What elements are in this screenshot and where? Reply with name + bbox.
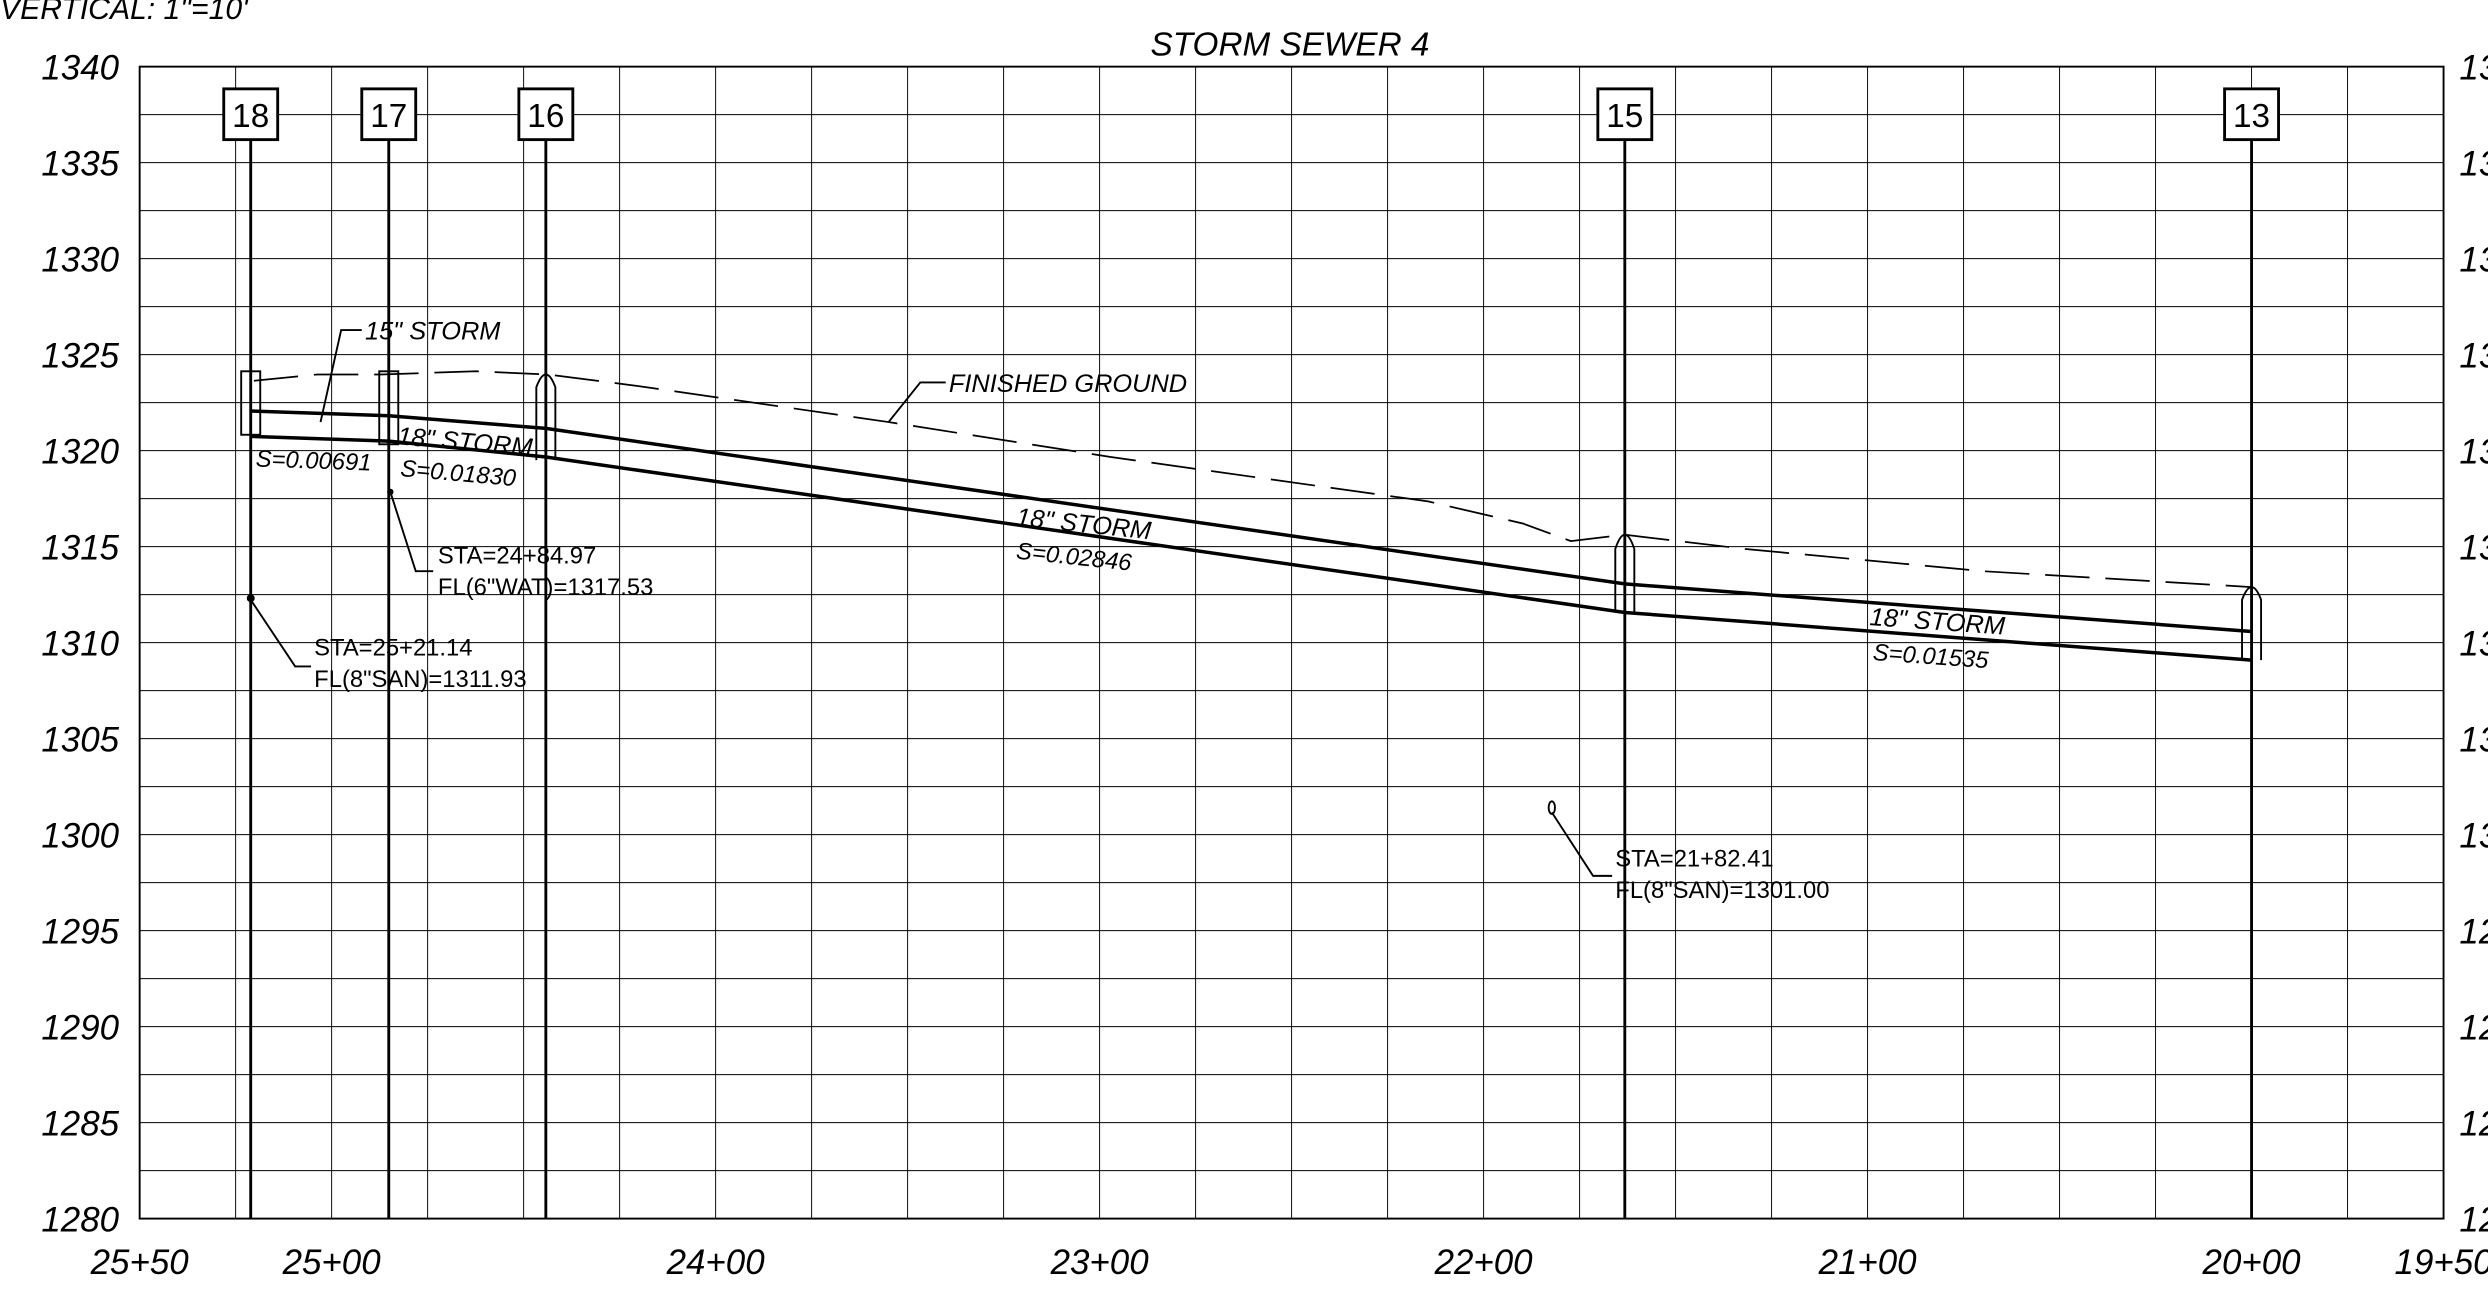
manhole — [378, 370, 400, 446]
leader — [389, 491, 434, 573]
annotation: FINISHED GROUND — [949, 370, 1187, 398]
leader — [1551, 811, 1613, 877]
y-axis-label-right: 1280 — [2459, 1200, 2488, 1239]
title: STORM SEWER 4 — [1151, 27, 1430, 64]
x-axis-label: 21+00 — [1818, 1243, 1918, 1282]
leader — [319, 329, 362, 423]
y-axis-label: 1290 — [41, 1008, 119, 1047]
pipe-crown — [250, 409, 2252, 634]
structure-label: 16 — [527, 98, 564, 135]
y-axis-label: 1335 — [41, 144, 119, 183]
y-axis-label: 1285 — [41, 1104, 119, 1143]
annotation: S=0.00691 — [255, 446, 372, 477]
structure-box — [360, 87, 418, 142]
annotation: S=0.02846 — [1015, 538, 1134, 577]
y-axis-label: 1280 — [41, 1200, 119, 1239]
annotation: STA=24+84.97 — [438, 542, 596, 569]
leader — [249, 599, 312, 668]
structure-box — [222, 87, 280, 142]
crossing-pipe — [246, 594, 255, 603]
annotation: S=0.01535 — [1872, 639, 1990, 674]
y-axis-label-right: 1310 — [2459, 624, 2488, 663]
x-axis-label: 19+50 — [2395, 1243, 2488, 1282]
y-axis-label: 1300 — [41, 816, 119, 855]
plot-frame — [138, 65, 2445, 1220]
annotation: STA=21+82.41 — [1615, 845, 1773, 872]
y-axis-label-right: 1315 — [2459, 528, 2488, 567]
y-axis-label: 1310 — [41, 624, 119, 663]
x-axis-label: 24+00 — [666, 1243, 766, 1282]
y-axis-label-right: 1335 — [2459, 144, 2488, 183]
x-axis-label: 20+00 — [2202, 1243, 2302, 1282]
scale-note: VERTICAL: 1"=10' — [0, 0, 249, 26]
annotation: STA=25+21.14 — [314, 634, 472, 661]
x-axis-label: 22+00 — [1434, 1243, 1534, 1282]
pipe-invert — [250, 434, 2252, 662]
annotation: FL(6"WAT)=1317.53 — [438, 574, 653, 601]
crossing-pipe — [1547, 800, 1556, 815]
y-axis-label: 1330 — [41, 240, 119, 279]
y-axis-label: 1320 — [41, 432, 119, 471]
annotation: FL(8"SAN)=1311.93 — [314, 666, 526, 693]
y-axis-label: 1305 — [41, 720, 119, 759]
y-axis-label-right: 1295 — [2459, 912, 2488, 951]
manhole — [535, 373, 557, 461]
y-axis-label-right: 1300 — [2459, 816, 2488, 855]
annotation: 18" STORM — [1869, 603, 2007, 640]
y-axis-label-right: 1340 — [2459, 48, 2488, 87]
grid — [139, 66, 2445, 1220]
leader — [887, 381, 946, 423]
y-axis-label: 1340 — [41, 48, 119, 87]
manhole — [240, 370, 262, 436]
y-axis-label: 1325 — [41, 336, 119, 375]
crossing-pipe — [387, 488, 394, 496]
structure-label: 13 — [2233, 98, 2270, 135]
y-axis-label-right: 1330 — [2459, 240, 2488, 279]
manhole — [1614, 533, 1636, 613]
axis-labels: 1340134013351335133013301325132513201320… — [41, 48, 2488, 1282]
y-axis-label-right: 1320 — [2459, 432, 2488, 471]
structure-box — [1596, 87, 1654, 142]
x-axis-label: 25+00 — [282, 1243, 382, 1282]
structure-box — [2223, 87, 2280, 142]
annotation: 15" STORM — [365, 318, 501, 346]
y-axis-label-right: 1305 — [2459, 720, 2488, 759]
annotation: FL(8"SAN)=1301.00 — [1615, 877, 1829, 904]
structure-label: 15 — [1606, 98, 1643, 135]
x-axis-label: 23+00 — [1050, 1243, 1150, 1282]
y-axis-label-right: 1285 — [2459, 1104, 2488, 1143]
structure-label: 17 — [370, 98, 407, 135]
manhole — [2241, 586, 2263, 661]
annotation: S=0.01830 — [399, 455, 517, 492]
structure-label: 18 — [232, 98, 269, 135]
structure-box — [517, 87, 575, 142]
x-axis-label: 25+50 — [90, 1243, 190, 1282]
structures: 18 17 16 15 13 — [222, 87, 2280, 1219]
y-axis-label-right: 1325 — [2459, 336, 2488, 375]
y-axis-label-right: 1290 — [2459, 1008, 2488, 1047]
y-axis-label: 1315 — [41, 528, 119, 567]
finished-ground — [253, 370, 2252, 588]
y-axis-label: 1295 — [41, 912, 119, 951]
